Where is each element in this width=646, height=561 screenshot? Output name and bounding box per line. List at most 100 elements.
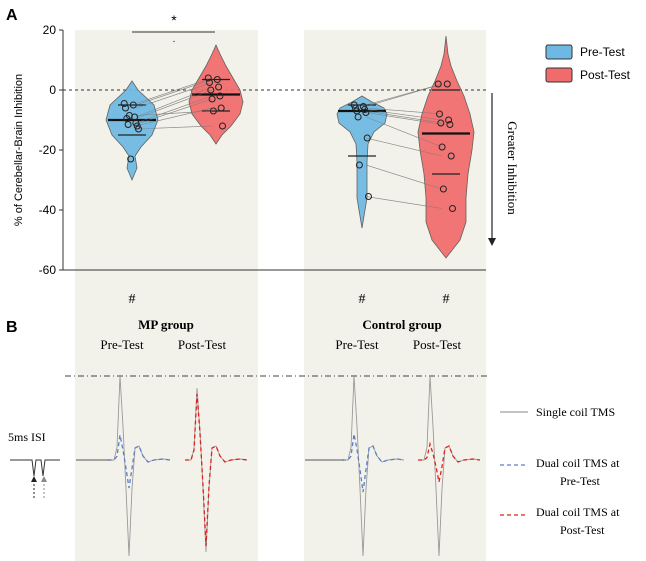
data-point: [209, 107, 217, 115]
data-point: [445, 116, 453, 124]
data-point: [354, 113, 362, 121]
trace-control-post-single: [418, 375, 481, 557]
legend-dual-post-label-2: Post-Test: [560, 523, 605, 537]
data-point: [204, 74, 212, 82]
trace-mp-post-dual: [185, 393, 248, 547]
legend-post-swatch: [545, 67, 573, 83]
legend-dual-pre-label-2: Pre-Test: [560, 474, 600, 488]
data-point: [215, 83, 223, 91]
data-point: [217, 104, 225, 112]
panel-b-label: B: [6, 319, 18, 336]
data-point: [219, 122, 226, 130]
control-pre-label: Pre-Test: [335, 337, 379, 352]
legend-dual-post-label-1: Dual coil TMS at: [536, 505, 620, 519]
mep-traces: [76, 375, 481, 557]
paired-line-overlay: [365, 110, 443, 124]
violins: [105, 35, 475, 259]
trace-control-pre-dual: [342, 433, 405, 493]
data-point: [135, 125, 142, 133]
data-point: [129, 101, 137, 109]
control-post-label: Post-Test: [413, 337, 462, 352]
data-point: [208, 95, 216, 103]
significance-dot: .: [173, 34, 176, 45]
paired-line-overlay: [365, 109, 443, 121]
paired-line-overlay: [365, 83, 443, 107]
y-tick-label: -20: [39, 143, 57, 157]
isi-pulse-trace: [10, 459, 60, 477]
control-group-title: Control group: [362, 317, 441, 332]
paired-line-overlay: [135, 110, 213, 116]
violin-control-post-test: [417, 35, 475, 259]
mp-pre-label: Pre-Test: [100, 337, 144, 352]
mp-post-label: Post-Test: [178, 337, 227, 352]
data-point: [443, 80, 451, 88]
isi-label: 5ms ISI: [8, 430, 46, 444]
data-point: [127, 155, 135, 163]
data-point: [125, 112, 133, 119]
paired-line-overlay: [135, 125, 213, 130]
paired-line-overlay: [365, 164, 443, 190]
data-point: [216, 92, 224, 100]
panel-a-label: A: [6, 7, 18, 24]
paired-line-overlay: [365, 196, 443, 209]
data-point: [120, 100, 128, 107]
data-point: [206, 79, 213, 86]
mp-group-title: MP group: [138, 317, 194, 332]
paired-line-overlay: [135, 86, 213, 118]
arrow-up-icon: [31, 476, 37, 482]
arrow-head-icon: [488, 238, 496, 246]
legend-pre-swatch: [545, 44, 573, 60]
paired-line-overlay: [135, 98, 213, 125]
paired-line-overlay: [135, 107, 213, 127]
data-point: [362, 109, 370, 116]
paired-line-overlay: [365, 107, 443, 115]
data-point: [447, 152, 455, 160]
y-tick-label: -60: [39, 263, 57, 277]
significance-star: *: [171, 12, 177, 28]
paired-line-overlay: [365, 137, 443, 157]
paired-line-overlay: [135, 79, 213, 106]
trace-mp-pre-dual: [108, 434, 171, 489]
paired-line-overlay: [135, 89, 213, 119]
paired-line-overlay: [365, 116, 443, 148]
mp-plot-background: [75, 30, 258, 270]
paired-line-overlay: [365, 112, 443, 125]
paired-line-overlay: [135, 77, 213, 104]
data-point: [365, 193, 372, 200]
data-point: [124, 121, 132, 128]
arrow-up-icon: [41, 476, 47, 482]
legend-single-label: Single coil TMS: [536, 405, 615, 419]
greater-inhibition-label: Greater Inhibition: [505, 121, 520, 215]
y-tick-label: 20: [43, 23, 57, 37]
legend-pre-label: Pre-Test: [580, 45, 625, 59]
trace-mp-pre-single: [108, 375, 171, 557]
paired-line-overlay: [135, 95, 213, 124]
hash-control-pre: #: [359, 292, 366, 307]
hash-control-post: #: [443, 292, 450, 307]
data-point: [355, 161, 363, 169]
data-point: [434, 80, 442, 88]
data-point: [437, 119, 445, 127]
data-point: [436, 110, 443, 118]
data-point: [446, 121, 454, 128]
violin-mp-pre-test: [105, 80, 159, 182]
violin-control-pre-test: [336, 95, 388, 229]
y-tick-label: 0: [49, 83, 56, 97]
data-point: [363, 134, 371, 142]
hash-mp-pre: #: [129, 292, 136, 307]
paired-line-overlay: [135, 82, 213, 109]
legend-post-label: Post-Test: [580, 68, 631, 82]
data-point: [213, 76, 221, 83]
data-point: [207, 86, 215, 94]
data-point: [449, 205, 456, 212]
mp-lower-background: [75, 270, 258, 561]
data-point: [122, 104, 129, 112]
control-lower-background: [304, 270, 486, 561]
data-point: [439, 185, 447, 193]
y-axis-label: % of Cerebellar-Brain Inhibition: [13, 74, 25, 226]
trace-control-post-dual: [418, 441, 481, 483]
y-ticks: 20 0 -20 -40 -60: [39, 23, 63, 277]
y-tick-label: -40: [39, 203, 57, 217]
data-point: [438, 143, 446, 151]
